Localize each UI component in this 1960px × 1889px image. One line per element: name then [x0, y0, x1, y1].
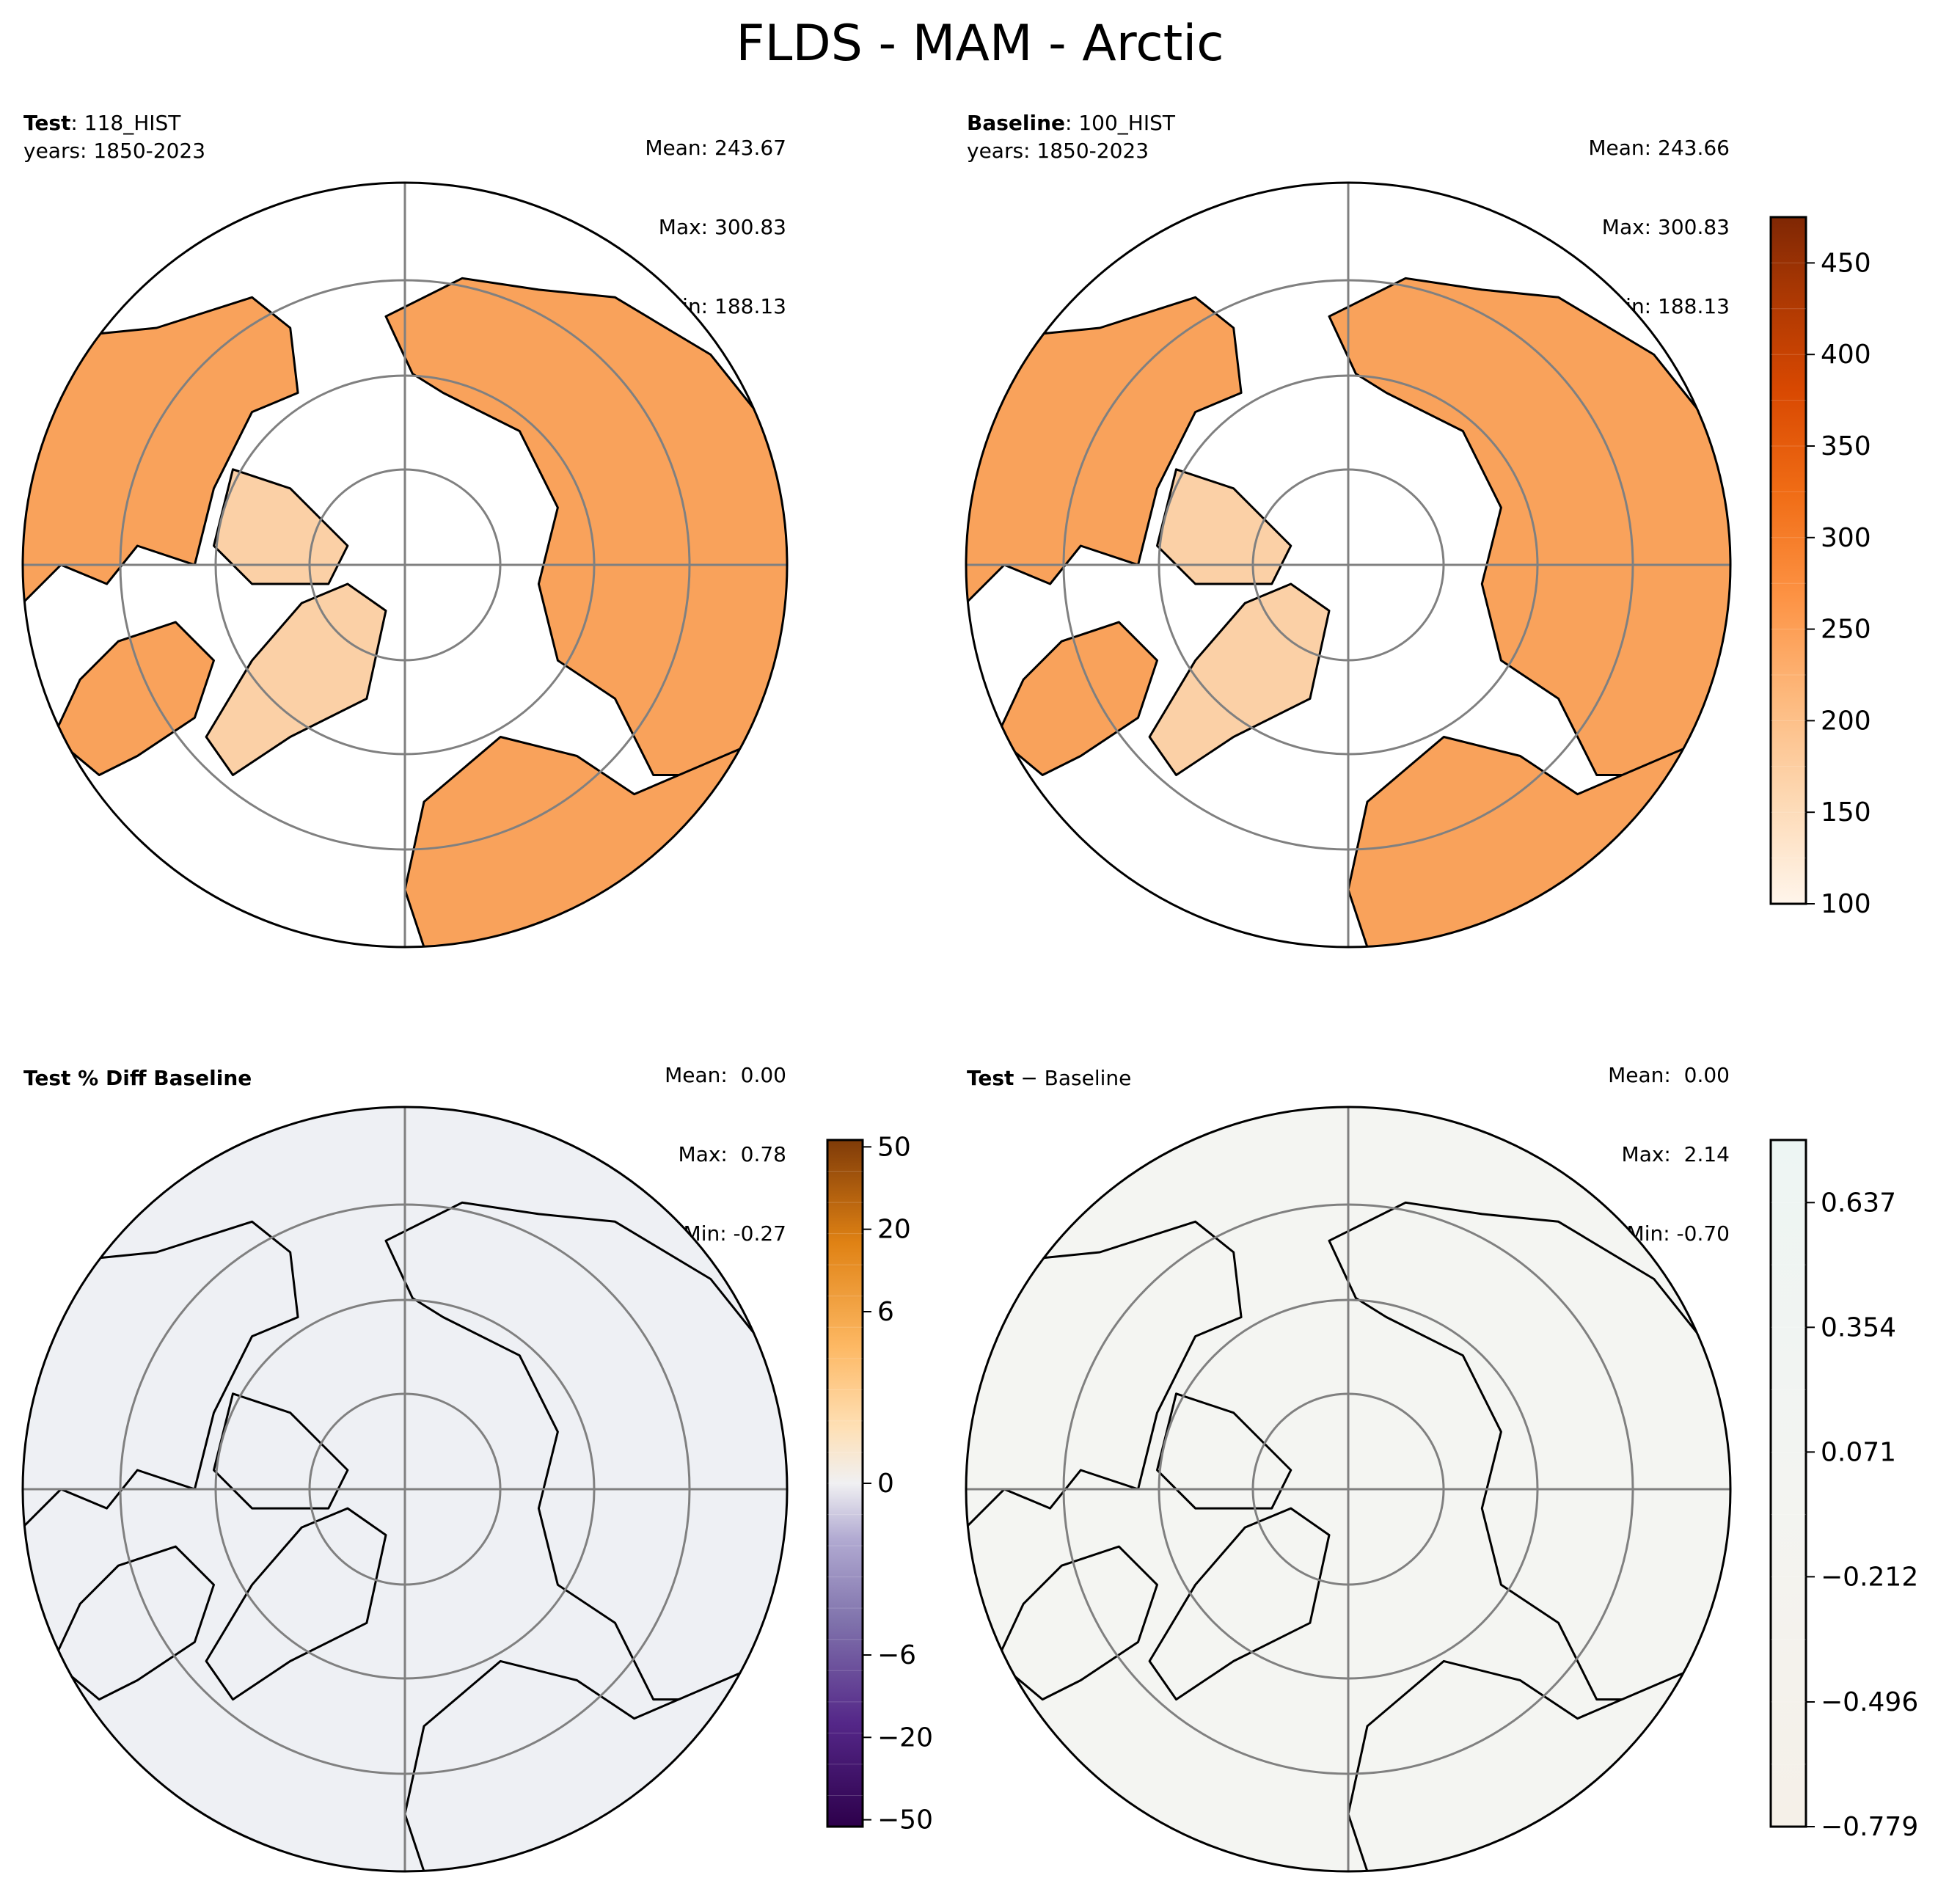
colorbar-abs-diff-tick-label: −0.212	[1821, 1562, 1918, 1592]
map-frame-abs-diff	[965, 1106, 1732, 1873]
colorbar-abs-diff-tick-label: −0.779	[1821, 1812, 1918, 1842]
panel-abs-diff-max: Max: 2.14	[1621, 1142, 1730, 1166]
colorbar-full-field-tick-label: 300	[1821, 523, 1871, 553]
map-frame-pct-diff	[21, 1106, 789, 1873]
colorbar-abs-diff-fill	[1769, 1139, 1807, 1828]
coastline-archipelago	[213, 468, 349, 585]
coastline-greenland	[1148, 1507, 1331, 1701]
coastline-greenland	[1148, 582, 1331, 776]
colorbar-full-field-tick-label: 250	[1821, 615, 1871, 645]
panel-baseline-label: Baseline: 100_HIST	[967, 110, 1175, 136]
coastline-asia	[384, 1201, 787, 1701]
colorbar-full-field-fill	[1769, 216, 1807, 905]
panel-pct-diff-stats: Mean: 0.00 Max: 0.78 Min: -0.27	[665, 1009, 786, 1300]
colorbar-full-field-tick-label: 400	[1821, 340, 1871, 370]
colorbar-pct-diff: −50 −20 −6 0 6 20 50	[826, 1132, 933, 1835]
panel-test-label-rest: : 118_HIST	[70, 111, 181, 135]
colorbar-pct-diff-tick-label: −20	[877, 1722, 933, 1753]
colorbar-pct-diff-fill	[826, 1139, 864, 1828]
coastline-canadaS	[995, 621, 1158, 776]
panel-baseline-max: Max: 300.83	[1601, 215, 1730, 239]
colorbar-pct-diff-tick-label: −50	[877, 1805, 933, 1835]
coastline-canadaS	[52, 621, 215, 776]
coastline-greenland	[205, 582, 387, 776]
map-abs-diff	[966, 1107, 1730, 1871]
colorbar-full-field-tick-label: 200	[1821, 706, 1871, 736]
panel-pct-diff-label: Test % Diff Baseline	[23, 1065, 252, 1092]
colorbar-abs-diff-tick-label: 0.354	[1821, 1312, 1896, 1342]
colorbar-full-field-tick-label: 150	[1821, 797, 1871, 827]
panel-test-years: years: 1850-2023	[23, 139, 206, 163]
coastline-archipelago	[1156, 1392, 1292, 1510]
coastline-greenland	[205, 1507, 387, 1701]
coastline-canadaS	[995, 1545, 1158, 1701]
panel-baseline-mean: Mean: 243.66	[1588, 136, 1730, 160]
figure-title: FLDS - MAM - Arctic	[736, 15, 1224, 73]
colorbar-pct-diff-tick-label: 6	[877, 1297, 894, 1327]
panel-test-mean: Mean: 243.67	[645, 136, 786, 160]
colorbar-abs-diff: −0.779 −0.496 −0.212 0.071 0.354 0.637	[1769, 1139, 1918, 1842]
panel-baseline-years: years: 1850-2023	[967, 139, 1149, 163]
coastline-asia	[1328, 277, 1730, 776]
panel-abs-diff-stats: Mean: 0.00 Max: 2.14 Min: -0.70	[1608, 1009, 1730, 1300]
colorbar-full-field-tick-label: 350	[1821, 431, 1871, 461]
colorbar-full-field-tick-label: 100	[1821, 889, 1871, 919]
coastline-archipelago	[1156, 468, 1292, 585]
panel-test-max: Max: 300.83	[658, 215, 786, 239]
panel-abs-diff-min: Min: -0.70	[1626, 1221, 1730, 1246]
map-pct-diff	[23, 1107, 787, 1871]
panel-pct-diff-label-bold: Test % Diff Baseline	[23, 1066, 252, 1090]
map-frame-baseline	[965, 181, 1732, 949]
coastline-asia	[1328, 1201, 1730, 1701]
colorbar-abs-diff-tick-label: 0.071	[1821, 1437, 1896, 1467]
panel-pct-diff-min: Min: -0.27	[683, 1221, 786, 1246]
coastline-archipelago	[213, 1392, 349, 1510]
coastline-namerica	[23, 296, 299, 604]
panel-baseline-label-bold: Baseline	[967, 111, 1066, 135]
panel-abs-diff-label: Test − Baseline	[967, 1065, 1131, 1092]
map-test	[23, 183, 787, 947]
panel-abs-diff-label-rest: − Baseline	[1014, 1066, 1132, 1090]
colorbar-abs-diff-tick-label: −0.496	[1821, 1687, 1918, 1717]
colorbar-pct-diff-tick-label: 20	[877, 1215, 911, 1245]
map-frame-test	[21, 181, 789, 949]
colorbar-abs-diff-tick-label: 0.637	[1821, 1188, 1896, 1218]
coastline-namerica	[23, 1220, 299, 1529]
colorbar-pct-diff-tick-label: 50	[877, 1132, 911, 1162]
panel-test-label-bold: Test	[23, 111, 71, 135]
panel-abs-diff-label-bold: Test	[967, 1066, 1014, 1090]
panel-abs-diff-mean: Mean: 0.00	[1608, 1063, 1730, 1087]
colorbar-pct-diff-tick-label: 0	[877, 1469, 894, 1499]
colorbar-pct-diff-tick-label: −6	[877, 1640, 916, 1670]
panel-baseline-label-rest: : 100_HIST	[1065, 111, 1175, 135]
panel-pct-diff-mean: Mean: 0.00	[665, 1063, 786, 1087]
coastline-namerica	[966, 296, 1243, 604]
colorbar-full-field-tick-label: 450	[1821, 248, 1871, 278]
map-baseline	[966, 183, 1730, 947]
coastline-namerica	[966, 1220, 1243, 1529]
colorbar-full-field: 100 150 200 250 300 350 400 450	[1769, 216, 1871, 919]
panel-test-label: Test: 118_HIST	[23, 110, 180, 136]
panel-pct-diff-max: Max: 0.78	[678, 1142, 786, 1166]
panel-baseline-stats: Mean: 243.66 Max: 300.83 Min: 188.13	[1588, 82, 1730, 373]
coastline-canadaS	[52, 1545, 215, 1701]
coastline-asia	[384, 277, 787, 776]
